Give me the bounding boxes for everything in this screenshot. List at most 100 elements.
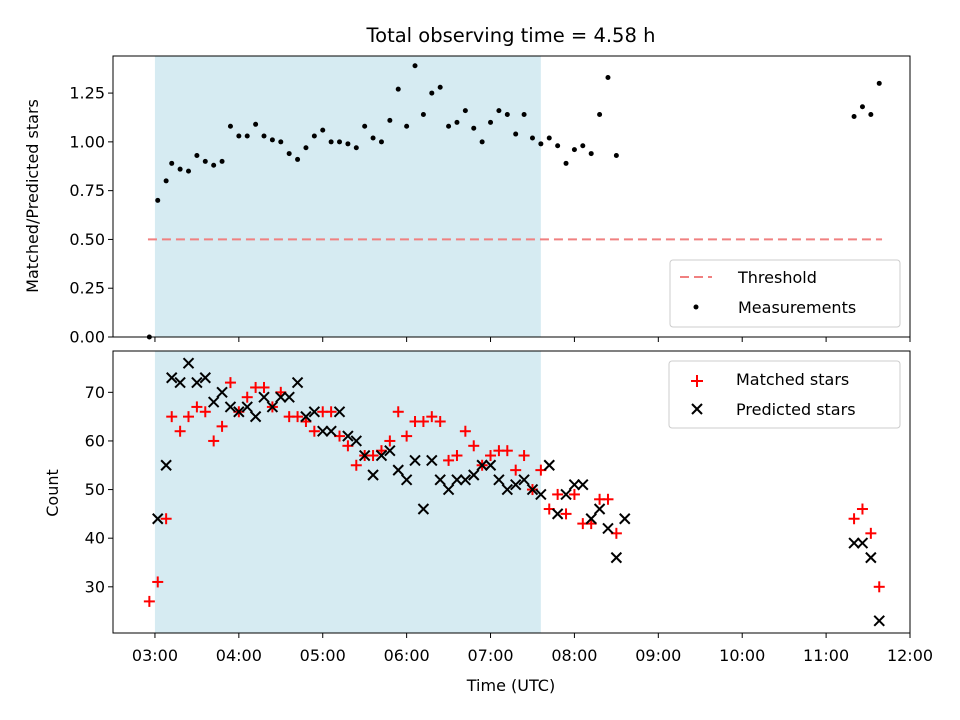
top-y-ticks: 0.00 0.25 0.50 0.75 1.00 1.25 bbox=[69, 84, 113, 347]
measurement-point bbox=[546, 135, 552, 141]
predicted-star-point bbox=[258, 391, 270, 403]
matched-star-point bbox=[392, 406, 404, 418]
measurement-point bbox=[219, 158, 225, 164]
matched-star-point bbox=[308, 425, 320, 437]
predicted-star-point bbox=[426, 454, 438, 467]
predicted-star-point bbox=[856, 537, 869, 549]
y-tick-label: 40 bbox=[85, 529, 105, 548]
predicted-star-point bbox=[283, 391, 295, 403]
predicted-star-point bbox=[526, 483, 539, 496]
measurement-point bbox=[446, 123, 452, 129]
predicted-star-point bbox=[166, 372, 178, 384]
bottom-x-ticks: 03:00 04:00 05:00 06:00 07:00 08:00 09:00 10:00… bbox=[132, 633, 933, 665]
predicted-star-point bbox=[333, 406, 346, 418]
x-tick-label: 03:00 bbox=[132, 646, 178, 665]
bottom-y-ticks: 30 40 50 60 70 bbox=[85, 383, 113, 596]
y-tick-label: 50 bbox=[85, 480, 105, 499]
matched-star-point bbox=[560, 508, 572, 520]
measurement-point bbox=[320, 127, 326, 133]
predicted-star-point bbox=[434, 474, 446, 486]
matched-star-point bbox=[865, 527, 877, 539]
measurement-point bbox=[580, 143, 586, 149]
legend-threshold-label: Threshold bbox=[737, 268, 817, 287]
measurement-point bbox=[513, 131, 519, 137]
measurement-point bbox=[202, 158, 208, 164]
predicted-star-point bbox=[199, 372, 211, 384]
measurement-point bbox=[496, 108, 502, 114]
measurement-point bbox=[395, 86, 401, 92]
matched-star-point bbox=[199, 406, 211, 418]
measurement-point bbox=[597, 112, 603, 118]
top-legend: Threshold Measurements bbox=[669, 259, 901, 328]
matched-star-point bbox=[183, 411, 195, 423]
measurement-point bbox=[454, 119, 460, 125]
x-tick-label: 09:00 bbox=[635, 646, 681, 665]
matched-star-point bbox=[384, 435, 396, 447]
matched-star-point bbox=[417, 416, 429, 427]
y-tick-label: 0.50 bbox=[69, 230, 105, 249]
legend-measurements-label: Measurements bbox=[738, 298, 856, 317]
measurement-point bbox=[876, 80, 882, 86]
measurement-point bbox=[253, 121, 259, 127]
y-tick-label: 0.75 bbox=[69, 181, 105, 200]
predicted-star-point bbox=[476, 459, 488, 471]
matched-star-point bbox=[468, 440, 480, 452]
measurement-point bbox=[169, 160, 175, 166]
top-y-axis-label: Matched/Predicted stars bbox=[23, 99, 42, 293]
measurement-point bbox=[412, 63, 418, 69]
measurement-point bbox=[420, 112, 426, 118]
matched-star-point bbox=[568, 488, 580, 500]
predicted-star-point bbox=[358, 449, 371, 462]
predicted-star-point bbox=[160, 459, 172, 471]
matched-star-point bbox=[152, 576, 164, 588]
matched-star-point bbox=[856, 503, 868, 515]
legend-predicted-label: Predicted stars bbox=[736, 400, 856, 419]
predicted-star-point bbox=[300, 410, 312, 423]
measurement-point bbox=[479, 139, 485, 145]
top-panel-shaded-span bbox=[154, 56, 541, 337]
measurement-point bbox=[155, 197, 161, 203]
measurement-point bbox=[303, 145, 309, 151]
predicted-star-point bbox=[518, 474, 530, 486]
measurement-point bbox=[488, 119, 494, 125]
measurement-point bbox=[613, 153, 619, 159]
measurement-point bbox=[571, 147, 577, 153]
measurement-point bbox=[261, 133, 267, 139]
predicted-star-point bbox=[577, 478, 589, 491]
predicted-star-point bbox=[459, 474, 472, 486]
measurement-point bbox=[328, 139, 334, 145]
y-tick-label: 1.25 bbox=[69, 84, 105, 103]
predicted-star-point bbox=[216, 386, 228, 399]
predicted-star-point bbox=[191, 376, 203, 389]
y-tick-label: 30 bbox=[85, 577, 105, 596]
predicted-star-point bbox=[551, 508, 564, 520]
chart-title: Total observing time = 4.58 h bbox=[366, 24, 656, 47]
matched-star-point bbox=[367, 450, 379, 462]
predicted-star-point bbox=[468, 469, 480, 481]
predicted-star-point bbox=[182, 357, 195, 369]
predicted-star-point bbox=[392, 464, 404, 476]
bottom-y-axis-label: Count bbox=[43, 469, 62, 517]
measurement-point bbox=[437, 84, 443, 90]
predicted-star-point bbox=[367, 469, 379, 481]
predicted-star-point bbox=[375, 449, 388, 462]
predicted-star-point bbox=[585, 513, 597, 525]
measurement-point bbox=[163, 178, 169, 184]
predicted-star-point bbox=[174, 376, 186, 389]
predicted-star-point bbox=[619, 513, 631, 525]
top-panel: 0.00 0.25 0.50 0.75 1.00 1.25 Matched/Predict… bbox=[23, 55, 911, 347]
y-tick-label: 60 bbox=[85, 431, 105, 450]
matched-star-point bbox=[191, 401, 203, 413]
predicted-star-point bbox=[400, 474, 413, 486]
measurement-point bbox=[504, 112, 510, 118]
matched-star-point bbox=[292, 411, 304, 423]
measurement-point bbox=[194, 153, 200, 159]
predicted-star-point bbox=[207, 396, 220, 408]
predicted-star-point bbox=[409, 454, 421, 467]
x-tick-label: 11:00 bbox=[803, 646, 849, 665]
predicted-star-point bbox=[873, 615, 885, 627]
predicted-star-point bbox=[241, 401, 253, 413]
matched-star-point bbox=[848, 513, 860, 525]
predicted-star-point bbox=[560, 488, 572, 501]
